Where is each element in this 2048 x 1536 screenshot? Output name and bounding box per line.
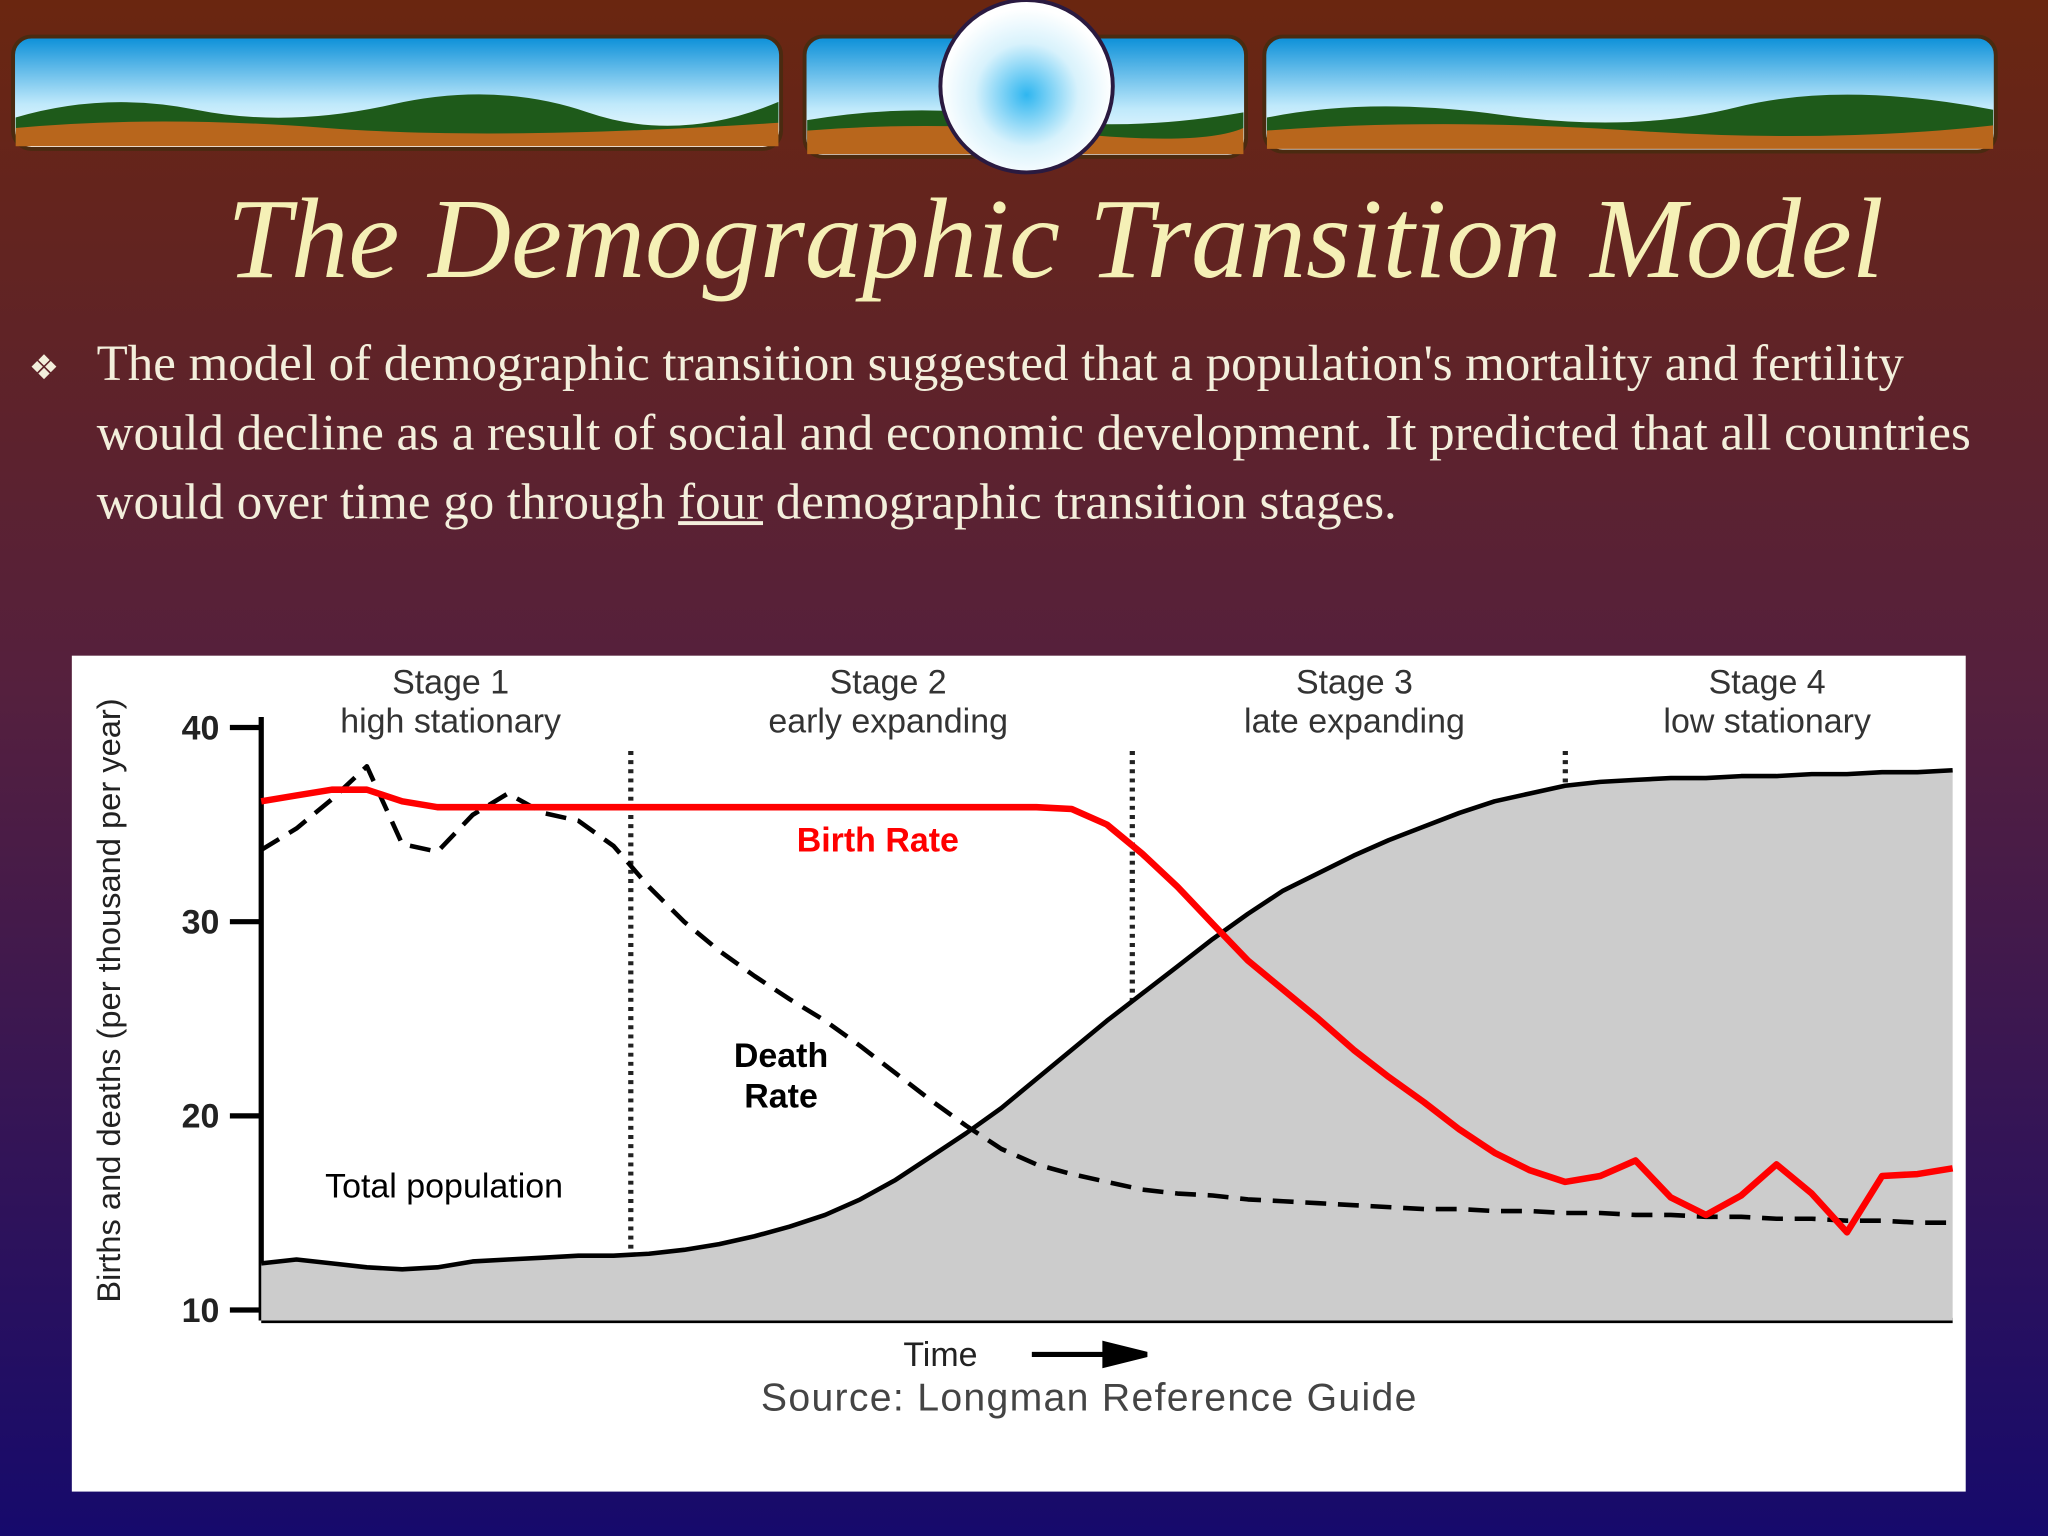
series-label: Total population bbox=[325, 1166, 564, 1206]
slide-title: The Demographic Transition Model bbox=[227, 175, 1884, 302]
stage-name: Stage 3 bbox=[1296, 664, 1413, 702]
series-line bbox=[260, 764, 1953, 1225]
y-tick-label: 10 bbox=[182, 1292, 220, 1330]
bullet-box: The model of demographic transition sugg… bbox=[97, 329, 1978, 537]
y-tick-label: 30 bbox=[182, 903, 220, 941]
series-label: Death Rate bbox=[733, 1035, 829, 1116]
chart: 10 20 30 40 Births and deaths (per thousand … bbox=[90, 664, 1954, 1420]
bullet-part: demographic transition stages. bbox=[763, 474, 1397, 531]
stage-name: Stage 4 bbox=[1709, 664, 1826, 702]
area bbox=[261, 770, 1953, 1321]
stage-name: Stage 1 bbox=[392, 664, 509, 702]
series-label-box: Death Rate bbox=[733, 1035, 829, 1116]
series-label: Birth Rate bbox=[797, 822, 959, 860]
stage-description: high stationary bbox=[340, 703, 561, 741]
x-arrow bbox=[1031, 1340, 1148, 1369]
bullet-part: The model of demographic transition sugg… bbox=[96, 335, 1971, 531]
chart-source: Source: Longman Reference Guide bbox=[761, 1377, 1418, 1420]
bullet-icon: ❖ bbox=[29, 348, 59, 388]
x-axis-label: Time bbox=[903, 1336, 977, 1374]
series-line bbox=[260, 786, 1954, 1236]
y-tick-label: 20 bbox=[182, 1098, 220, 1136]
bullet-text: The model of demographic transition sugg… bbox=[97, 329, 1978, 537]
stage-description: late expanding bbox=[1244, 703, 1465, 741]
y-tick-label: 40 bbox=[182, 709, 220, 747]
banner bbox=[11, 0, 1998, 175]
series-label-box: Total population bbox=[325, 1166, 564, 1206]
series-line bbox=[260, 767, 1953, 1272]
y-axis-label: Births and deaths (per thousand per year… bbox=[90, 698, 127, 1302]
bullet-emphasis: four bbox=[678, 474, 763, 531]
stage-description: low stationary bbox=[1663, 703, 1871, 741]
stage-name: Stage 2 bbox=[830, 664, 947, 702]
stage-description: early expanding bbox=[768, 703, 1008, 741]
